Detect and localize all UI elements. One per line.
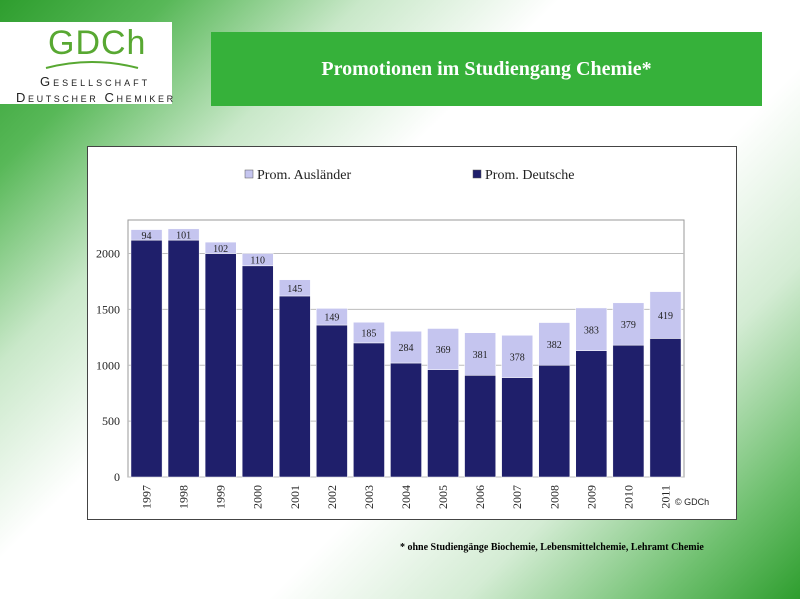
bar-deutsche [204, 253, 237, 478]
x-tick-label: 2005 [436, 485, 450, 509]
page-title: Promotionen im Studiengang Chemie* [321, 57, 652, 80]
x-tick-label: 1997 [140, 485, 154, 509]
bar-deutsche [241, 265, 274, 478]
x-tick-label: 2004 [399, 485, 413, 509]
bar-auslaender [390, 331, 422, 364]
data-label: 101 [176, 230, 191, 241]
bar-auslaender [649, 291, 682, 339]
x-tick-label: 1999 [214, 485, 228, 509]
data-label: 383 [584, 325, 599, 336]
x-tick-label: 2011 [658, 485, 672, 509]
bar-auslaender [464, 332, 496, 376]
x-tick-label: 2001 [288, 485, 302, 509]
bar-deutsche [353, 342, 385, 478]
bar-deutsche [538, 365, 571, 478]
bar-auslaender [575, 307, 608, 351]
data-label: 149 [324, 313, 339, 324]
footnote: * ohne Studiengänge Biochemie, Lebensmit… [400, 542, 704, 553]
chart-frame: 0 500 1000 1500 2000 94 1997 101 1998 102 1999 110 2… [87, 146, 737, 520]
data-label: 102 [213, 244, 228, 255]
x-tick-label: 2003 [362, 485, 376, 509]
data-label: 379 [621, 320, 636, 331]
bar-auslaender [427, 328, 459, 370]
bar-deutsche [427, 369, 459, 478]
y-tick-label: 0 [114, 470, 120, 484]
bar-deutsche [167, 239, 200, 478]
y-tick-label: 1500 [96, 302, 120, 316]
data-label: 110 [250, 256, 265, 267]
bar-auslaender [501, 335, 534, 378]
logo-line1: Gesellschaft [40, 74, 151, 89]
copyright-label: © GDCh [675, 497, 709, 507]
bar-auslaender [612, 302, 645, 346]
bar-deutsche [278, 295, 311, 478]
bar-auslaender [353, 321, 385, 344]
x-tick-label: 2002 [325, 485, 339, 509]
data-label: 369 [436, 345, 451, 356]
stacked-bar-chart: 0 500 1000 1500 2000 94 1997 101 1998 102 1999 110 2… [96, 168, 709, 509]
bar-auslaender [241, 253, 274, 267]
x-tick-label: 2010 [621, 485, 635, 509]
data-label: 145 [287, 284, 302, 295]
bar-auslaender [130, 229, 163, 241]
data-label: 381 [473, 350, 488, 361]
title-banner: Promotionen im Studiengang Chemie* [211, 32, 762, 106]
data-label: 378 [510, 352, 525, 363]
bar-deutsche [130, 239, 163, 478]
logo-swoosh-icon [45, 61, 139, 69]
data-label: 382 [547, 340, 562, 351]
x-tick-label: 1998 [177, 485, 191, 509]
data-label: 284 [399, 343, 414, 354]
bar-deutsche [612, 344, 645, 478]
logo-mark: GDCh [48, 24, 147, 62]
data-label: 94 [142, 231, 152, 242]
x-tick-label: 2007 [510, 485, 524, 509]
bar-deutsche [464, 375, 496, 478]
data-label: 185 [361, 329, 376, 340]
bar-deutsche [575, 350, 608, 478]
x-tick-label: 2008 [547, 485, 561, 509]
y-tick-label: 2000 [96, 247, 120, 261]
bar-auslaender [167, 228, 200, 241]
data-label: 419 [658, 311, 673, 322]
bar-auslaender [204, 241, 237, 254]
legend-swatch [244, 169, 254, 179]
legend-swatch [472, 169, 482, 179]
bar-auslaender [278, 279, 311, 297]
bar-auslaender [538, 322, 571, 366]
bar-deutsche [390, 362, 422, 478]
y-tick-label: 1000 [96, 358, 120, 372]
y-tick-label: 500 [102, 414, 120, 428]
gdch-logo: GDCh Gesellschaft Deutscher Chemiker [0, 22, 173, 105]
x-tick-label: 2006 [473, 485, 487, 509]
x-tick-label: 2000 [251, 485, 265, 509]
logo-line2: Deutscher Chemiker [16, 90, 176, 105]
legend-label: Prom. Deutsche [485, 168, 574, 183]
bar-deutsche [316, 324, 348, 478]
bar-deutsche [649, 338, 682, 478]
legend-label: Prom. Ausländer [257, 168, 351, 183]
bar-auslaender [316, 308, 348, 326]
bar-deutsche [501, 377, 534, 478]
x-tick-label: 2009 [584, 485, 598, 509]
